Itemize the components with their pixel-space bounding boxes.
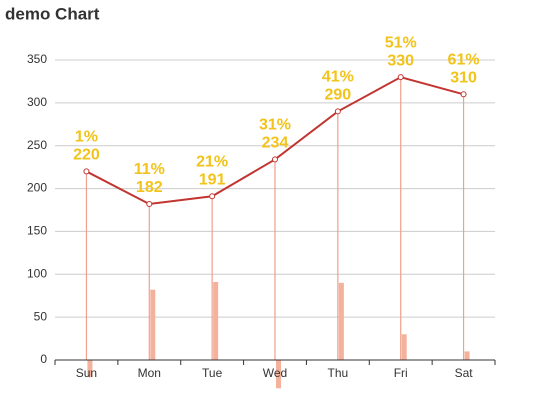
bar [213, 282, 219, 360]
bar [401, 334, 407, 360]
bar [87, 360, 93, 378]
x-tick-label: Tue [202, 366, 223, 380]
x-tick-label: Wed [263, 366, 287, 380]
point [83, 168, 90, 175]
x-tick-label: Sun [76, 366, 97, 380]
bar [464, 351, 470, 360]
percent-label: 51% [385, 34, 417, 51]
point [397, 74, 404, 81]
x-tick-label: Sat [455, 366, 474, 380]
bar [276, 360, 281, 389]
percent-label: 61% [448, 52, 480, 69]
y-tick-label: 100 [27, 266, 47, 280]
y-tick-label: 300 [27, 95, 47, 109]
percent-label: 21% [196, 154, 228, 171]
value-label: 234 [262, 135, 289, 152]
percent-label: 1% [75, 129, 98, 146]
y-tick-label: 200 [27, 181, 47, 195]
value-label: 310 [450, 70, 477, 87]
bar [338, 282, 344, 360]
y-tick-label: 250 [27, 138, 47, 152]
point [209, 193, 216, 200]
value-label: 330 [387, 52, 414, 69]
point [272, 156, 278, 163]
bar [150, 289, 156, 360]
y-tick-label: 350 [27, 52, 47, 66]
y-tick-label: 150 [27, 224, 47, 238]
value-label: 182 [136, 179, 163, 196]
point [334, 108, 341, 115]
percent-label: 11% [134, 161, 165, 178]
point [460, 91, 467, 98]
y-tick-label: 0 [40, 352, 47, 366]
x-tick-label: Fri [394, 366, 408, 380]
value-label: 220 [73, 147, 100, 164]
percent-label: 31% [259, 117, 291, 134]
x-tick-label: Mon [138, 366, 161, 380]
chart-title: demo Chart [5, 4, 100, 23]
y-tick-label: 50 [34, 309, 48, 323]
value-label: 290 [325, 87, 352, 104]
x-tick-label: Thu [328, 366, 349, 380]
percent-label: 41% [322, 69, 354, 86]
value-label: 191 [199, 172, 226, 189]
point [146, 201, 153, 207]
